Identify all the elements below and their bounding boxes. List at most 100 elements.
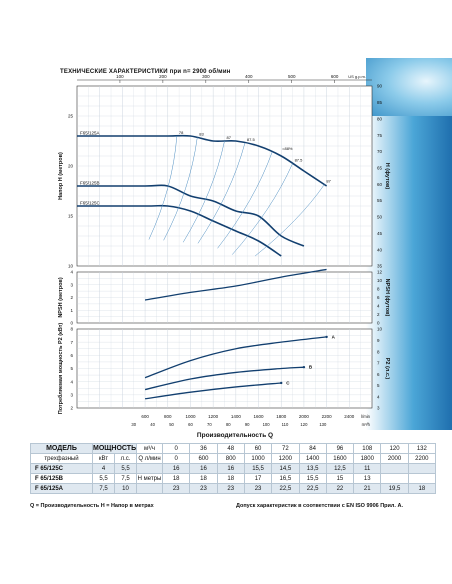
npsh-ylabel-left: NPSH (метров) (58, 277, 64, 317)
power-hp: 5,5 (113, 463, 138, 474)
model-name: F 65/125C (30, 463, 93, 474)
x-tick-label: 2200 (322, 414, 333, 419)
npsh-ytick-right-label: 0 (377, 321, 380, 326)
head-value: 23 (216, 483, 245, 494)
head-value: 22 (325, 483, 355, 494)
head-value: 13,5 (298, 463, 327, 474)
head-value: 15,5 (298, 473, 327, 484)
power-header: МОЩНОСТЬ (91, 443, 138, 454)
npsh-ytick-right-label: 4 (377, 304, 380, 309)
power-kw: 7,5 (92, 483, 115, 494)
npsh-ytick-label: 0 (70, 321, 73, 326)
efficiency-iso-line (254, 184, 325, 257)
model-name: F 65/125A (30, 483, 93, 494)
x2-tick-label: 90 (245, 422, 250, 427)
kw-label: кВт (92, 453, 115, 464)
q-m3-value: 48 (216, 443, 245, 454)
x-tick-label: 1200 (208, 414, 219, 419)
top-axis-tick-label: 200 (159, 74, 167, 79)
efficiency-label: 83 (199, 132, 204, 137)
head-value: 23 (189, 483, 218, 494)
footnote-tolerance: Допуск характеристик в соответствии с EN… (236, 503, 403, 509)
efficiency-label: =88% (282, 146, 293, 151)
power-ytick-right-label: 6 (377, 372, 380, 377)
npsh-ytick-label: 4 (70, 270, 73, 275)
head-value: 23 (162, 483, 191, 494)
head-value: 12,5 (325, 463, 355, 474)
head-ytick-label: 20 (68, 164, 74, 169)
x-tick-label: 1600 (254, 414, 265, 419)
head-ytick-label: 25 (68, 114, 74, 119)
efficiency-iso-line (232, 163, 293, 255)
head-value: 16 (216, 463, 245, 474)
top-axis-tick-label: 500 (288, 74, 296, 79)
table-row: F 65/125A 7,5 10 23 23 23 23 22,5 22,5 22 21 19,5 18 (30, 483, 437, 494)
x2-tick-label: 60 (188, 422, 193, 427)
head-value (407, 463, 437, 474)
q-m3-value: 108 (353, 443, 382, 454)
model-header: МОДЕЛЬ (30, 443, 93, 454)
decorative-water-background (366, 58, 452, 430)
x-tick-label: 2000 (299, 414, 310, 419)
head-ytick-right-label: 75 (377, 133, 383, 138)
x-tick-label: 600 (141, 414, 149, 419)
power-hp: 7,5 (113, 473, 138, 484)
head-ytick-right-label: 60 (377, 182, 383, 187)
top-axis-tick-label: 100 (116, 74, 124, 79)
power-ytick-right-label: 10 (377, 327, 383, 332)
head-value: 23 (243, 483, 273, 494)
q-m3-value: 0 (162, 443, 191, 454)
efficiency-iso-line (182, 140, 225, 243)
q-lmin-value: 2200 (407, 453, 437, 464)
power-curve-label: A (332, 334, 336, 339)
head-value: 18 (407, 483, 437, 494)
head-value: 15 (325, 473, 355, 484)
efficiency-iso-line (217, 151, 273, 249)
table-header-row: МОДЕЛЬ МОЩНОСТЬ м³/ч 0 36 48 60 72 84 96 108 120 132 (30, 443, 437, 454)
npsh-ytick-label: 1 (70, 308, 73, 313)
x2-tick-label: 80 (226, 422, 231, 427)
power-kw: 4 (92, 463, 115, 474)
x-tick-label: 1000 (185, 414, 196, 419)
q-lmin-value: 1000 (243, 453, 273, 464)
head-ytick-right-label: 65 (377, 166, 383, 171)
power-ytick-right-label: 4 (377, 394, 380, 399)
head-value: 21 (353, 483, 382, 494)
footnote-legend: Q = Производительность H = Напор в метра… (30, 503, 154, 509)
head-value: 13 (353, 473, 382, 484)
q-m3-value: 60 (243, 443, 273, 454)
x-unit-label: l/min (361, 414, 371, 419)
power-curve-A (144, 336, 327, 379)
model-name: F 65/125B (30, 473, 93, 484)
page-title: ТЕХНИЧЕСКИЕ ХАРАКТЕРИСТИКИ при n= 2900 о… (60, 69, 231, 75)
x-tick-label: 1400 (231, 414, 242, 419)
power-ytick-label: 2 (70, 406, 73, 411)
power-ytick-label: 8 (70, 327, 73, 332)
head-value: 22,5 (271, 483, 300, 494)
head-value: 22,5 (298, 483, 327, 494)
power-ytick-label: 3 (70, 393, 73, 398)
q-lmin-value: 800 (216, 453, 245, 464)
head-ytick-right-label: 55 (377, 198, 383, 203)
q-m3-value: 36 (189, 443, 218, 454)
q-m3-value: 84 (298, 443, 327, 454)
x2-tick-label: 100 (263, 422, 271, 427)
head-ytick-label: 15 (68, 214, 74, 219)
npsh-ytick-right-label: 8 (377, 287, 380, 292)
h-unit-label (136, 483, 164, 494)
power-curve-end-marker (325, 335, 328, 339)
h-unit-label (136, 463, 164, 474)
q-m3-value: 72 (271, 443, 300, 454)
x2-tick-label: 50 (169, 422, 174, 427)
power-ytick-right-label: 3 (377, 406, 380, 411)
table-row: F 65/125B 5,5 7,5 Н метры 18 18 18 17 16,5 15,5 15… (30, 473, 437, 484)
efficiency-label: 87.5 (247, 137, 256, 142)
head-ytick-right-label: 35 (377, 264, 383, 269)
efficiency-iso-line (148, 135, 178, 240)
q-lmin-value: 1800 (353, 453, 382, 464)
q-lmin-value: 1200 (271, 453, 300, 464)
npsh-ytick-label: 2 (70, 295, 73, 300)
q-lmin-value: 0 (162, 453, 191, 464)
head-value: 17 (243, 473, 273, 484)
